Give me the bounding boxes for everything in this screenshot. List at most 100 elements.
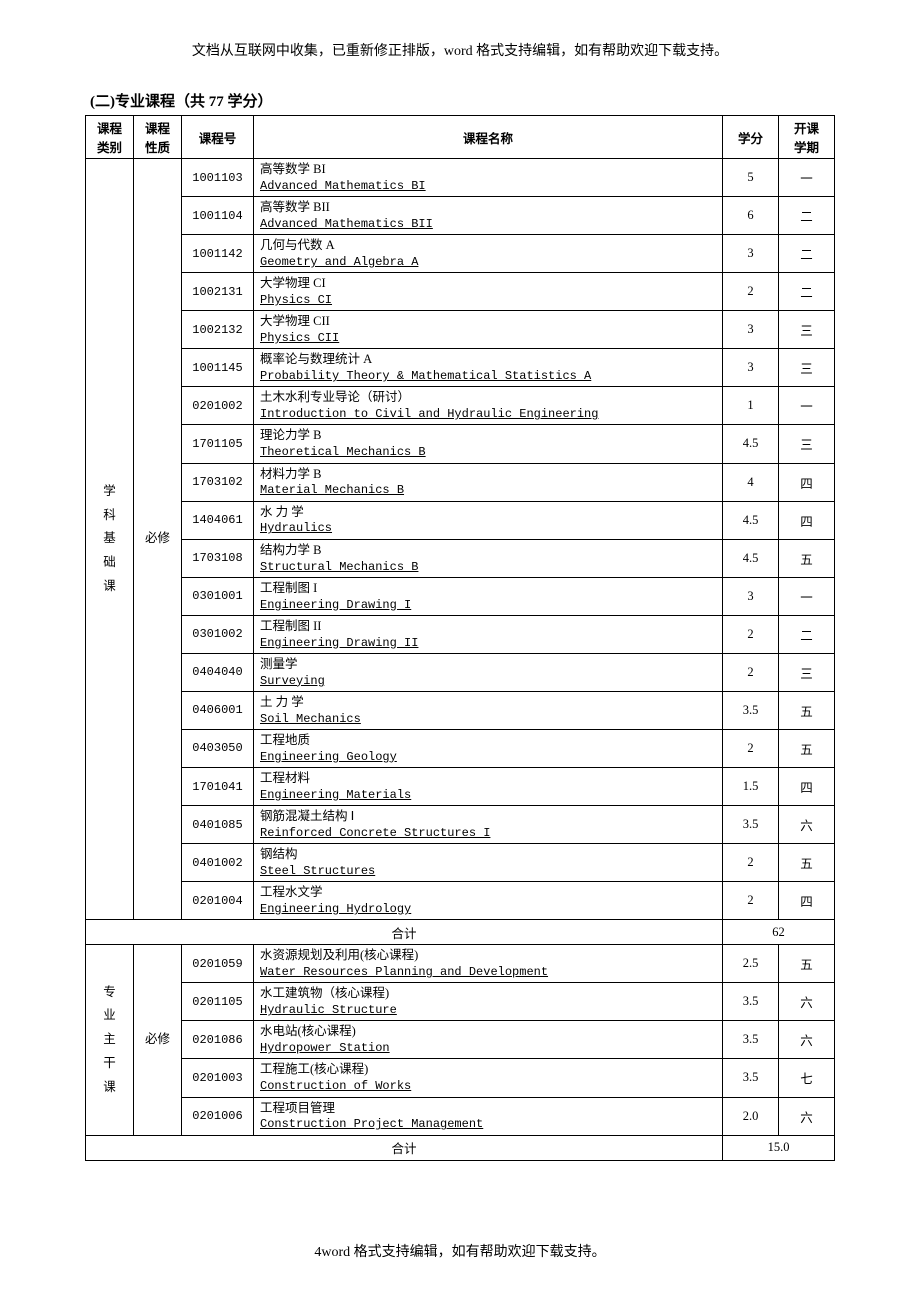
- table-row: 1001145概率论与数理统计 AProbability Theory & Ma…: [86, 349, 835, 387]
- course-name-cn: 土 力 学: [260, 694, 716, 711]
- course-credit: 3.5: [723, 806, 779, 844]
- table-row: 1703108结构力学 BStructural Mechanics B4.5五: [86, 539, 835, 577]
- table-row: 0301001工程制图 IEngineering Drawing I3一: [86, 577, 835, 615]
- course-name-en: Probability Theory & Mathematical Statis…: [260, 368, 716, 384]
- course-name-en: Steel Structures: [260, 863, 716, 879]
- course-name: 钢筋混凝土结构 ⅠReinforced Concrete Structures …: [254, 806, 723, 844]
- table-row: 0403050工程地质Engineering Geology2五: [86, 729, 835, 767]
- course-credit: 3.5: [723, 983, 779, 1021]
- course-term: 四: [779, 882, 835, 920]
- total-row: 合计62: [86, 920, 835, 945]
- course-name-en: Theoretical Mechanics B: [260, 444, 716, 460]
- course-name-cn: 理论力学 B: [260, 427, 716, 444]
- total-label: 合计: [86, 1135, 723, 1160]
- course-term: 四: [779, 768, 835, 806]
- course-credit: 5: [723, 159, 779, 197]
- table-row: 0406001土 力 学Soil Mechanics3.5五: [86, 691, 835, 729]
- course-name-en: Physics CII: [260, 330, 716, 346]
- course-name-cn: 工程材料: [260, 770, 716, 787]
- col-term: 开课 学期: [779, 116, 835, 159]
- course-code: 1001142: [182, 235, 254, 273]
- course-name-cn: 钢筋混凝土结构 Ⅰ: [260, 808, 716, 825]
- course-term: 六: [779, 1021, 835, 1059]
- page-footer: 4word 格式支持编辑，如有帮助欢迎下载支持。: [85, 1241, 835, 1261]
- course-name-cn: 工程施工(核心课程): [260, 1061, 716, 1078]
- course-credit: 4.5: [723, 425, 779, 463]
- course-credit: 4.5: [723, 501, 779, 539]
- course-term: 六: [779, 1097, 835, 1135]
- course-name: 工程项目管理Construction Project Management: [254, 1097, 723, 1135]
- course-credit: 2.0: [723, 1097, 779, 1135]
- table-row: 专 业 主 干 课必修0201059水资源规划及利用(核心课程)Water Re…: [86, 945, 835, 983]
- table-row: 1001104高等数学 BIIAdvanced Mathematics BII6…: [86, 197, 835, 235]
- course-code: 0201059: [182, 945, 254, 983]
- course-term: 四: [779, 501, 835, 539]
- course-name-en: Water Resources Planning and Development: [260, 964, 716, 980]
- course-name: 理论力学 BTheoretical Mechanics B: [254, 425, 723, 463]
- course-name: 几何与代数 AGeometry and Algebra A: [254, 235, 723, 273]
- table-row: 学 科 基 础 课必修1001103高等数学 BIAdvanced Mathem…: [86, 159, 835, 197]
- course-credit: 2: [723, 653, 779, 691]
- category-cell: 专 业 主 干 课: [86, 945, 134, 1135]
- course-name-cn: 概率论与数理统计 A: [260, 351, 716, 368]
- course-code: 1703102: [182, 463, 254, 501]
- table-row: 0201002土木水利专业导论（研讨）Introduction to Civil…: [86, 387, 835, 425]
- course-name-en: Engineering Geology: [260, 749, 716, 765]
- course-name-cn: 钢结构: [260, 846, 716, 863]
- course-code: 1703108: [182, 539, 254, 577]
- course-name-cn: 大学物理 CI: [260, 275, 716, 292]
- course-name-cn: 工程项目管理: [260, 1100, 716, 1117]
- course-name-cn: 结构力学 B: [260, 542, 716, 559]
- course-code: 1001103: [182, 159, 254, 197]
- total-row: 合计15.0: [86, 1135, 835, 1160]
- section-title: (二)专业课程（共 77 学分）: [90, 90, 835, 111]
- course-name-cn: 土木水利专业导论（研讨）: [260, 389, 716, 406]
- course-name-cn: 水资源规划及利用(核心课程): [260, 947, 716, 964]
- course-code: 0201003: [182, 1059, 254, 1097]
- course-name-cn: 工程制图 I: [260, 580, 716, 597]
- course-term: 三: [779, 653, 835, 691]
- col-credit: 学分: [723, 116, 779, 159]
- course-credit: 3: [723, 311, 779, 349]
- table-row: 1703102材料力学 BMaterial Mechanics B4四: [86, 463, 835, 501]
- course-name-en: Engineering Hydrology: [260, 901, 716, 917]
- course-name-en: Construction Project Management: [260, 1116, 716, 1132]
- course-credit: 2: [723, 273, 779, 311]
- course-name: 高等数学 BIIAdvanced Mathematics BII: [254, 197, 723, 235]
- course-code: 0201002: [182, 387, 254, 425]
- course-code: 0301001: [182, 577, 254, 615]
- table-row: 0401002钢结构Steel Structures2五: [86, 844, 835, 882]
- course-name-cn: 工程地质: [260, 732, 716, 749]
- col-category: 课程 类别: [86, 116, 134, 159]
- course-term: 六: [779, 983, 835, 1021]
- course-credit: 2: [723, 882, 779, 920]
- course-name-cn: 水 力 学: [260, 504, 716, 521]
- course-name: 水资源规划及利用(核心课程)Water Resources Planning a…: [254, 945, 723, 983]
- course-term: 一: [779, 159, 835, 197]
- course-name: 水电站(核心课程)Hydropower Station: [254, 1021, 723, 1059]
- col-nature: 课程 性质: [134, 116, 182, 159]
- course-name-cn: 工程制图 II: [260, 618, 716, 635]
- course-term: 二: [779, 235, 835, 273]
- course-code: 0401085: [182, 806, 254, 844]
- category-cell: 学 科 基 础 课: [86, 159, 134, 920]
- course-credit: 3: [723, 349, 779, 387]
- course-code: 1001104: [182, 197, 254, 235]
- table-row: 0404040测量学Surveying2三: [86, 653, 835, 691]
- table-row: 0401085钢筋混凝土结构 ⅠReinforced Concrete Stru…: [86, 806, 835, 844]
- course-name-en: Hydraulics: [260, 520, 716, 536]
- page-header: 文档从互联网中收集，已重新修正排版，word 格式支持编辑，如有帮助欢迎下载支持…: [85, 40, 835, 60]
- table-row: 1701041工程材料Engineering Materials1.5四: [86, 768, 835, 806]
- course-term: 五: [779, 844, 835, 882]
- course-credit: 2.5: [723, 945, 779, 983]
- course-name-en: Physics CI: [260, 292, 716, 308]
- course-credit: 3: [723, 235, 779, 273]
- total-value: 15.0: [723, 1135, 835, 1160]
- course-name: 测量学Surveying: [254, 653, 723, 691]
- course-term: 六: [779, 806, 835, 844]
- course-credit: 3.5: [723, 691, 779, 729]
- course-term: 五: [779, 691, 835, 729]
- course-code: 1002131: [182, 273, 254, 311]
- course-name: 工程水文学Engineering Hydrology: [254, 882, 723, 920]
- course-name-en: Soil Mechanics: [260, 711, 716, 727]
